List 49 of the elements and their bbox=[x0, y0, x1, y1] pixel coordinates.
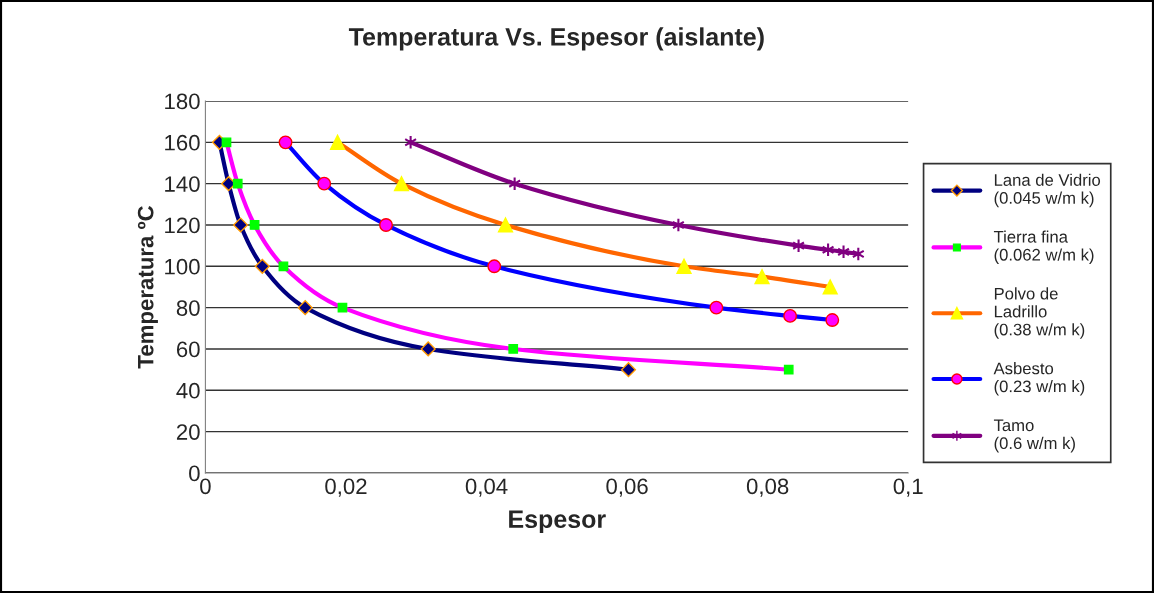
point bbox=[232, 178, 243, 189]
y-tick-label: 100 bbox=[165, 258, 200, 275]
point bbox=[620, 362, 637, 378]
legend-label: Asbesto (0.23 w/m k) bbox=[993, 362, 1085, 396]
legend-label: Polvo de Ladrillo (0.38 w/m k) bbox=[994, 287, 1085, 339]
y-tick-label: 140 bbox=[165, 176, 200, 192]
point bbox=[221, 137, 232, 148]
y-tick-label: 180 bbox=[165, 93, 200, 110]
x-axis-title: Espesor bbox=[509, 510, 606, 533]
point bbox=[393, 176, 410, 192]
point bbox=[676, 258, 692, 274]
chart-title: Temperatura Vs. Espesor (aislante) bbox=[348, 27, 764, 51]
point bbox=[337, 302, 348, 313]
point bbox=[329, 134, 346, 150]
point bbox=[249, 220, 260, 230]
point bbox=[278, 135, 293, 150]
point bbox=[317, 176, 332, 191]
y-tick-label: 40 bbox=[176, 382, 200, 399]
point bbox=[508, 344, 519, 354]
x-tick-label: 0 bbox=[200, 478, 211, 495]
x-tick-label: 0,04 bbox=[465, 478, 508, 497]
point bbox=[709, 300, 724, 315]
y-tick-label: 80 bbox=[176, 300, 200, 316]
point bbox=[297, 300, 313, 316]
y-tick-label: 20 bbox=[176, 424, 200, 440]
point bbox=[278, 261, 289, 272]
y-axis-title: Temperatura ºC bbox=[137, 205, 158, 369]
point bbox=[822, 279, 838, 295]
point bbox=[232, 217, 249, 233]
point bbox=[487, 259, 502, 274]
legend-label: Tamo (0.6 w/m k) bbox=[993, 419, 1075, 453]
point bbox=[783, 364, 794, 375]
y-tick-label: 120 bbox=[165, 217, 200, 234]
y-tick-label: 0 bbox=[189, 465, 200, 482]
point bbox=[825, 313, 840, 327]
point bbox=[754, 269, 770, 285]
x-tick-label: 0,06 bbox=[606, 478, 648, 497]
x-tick-label: 0,08 bbox=[746, 478, 789, 497]
point bbox=[379, 218, 393, 232]
point bbox=[497, 217, 514, 233]
point bbox=[783, 308, 798, 323]
legend-label: Tierra fina (0.062 w/m k) bbox=[993, 230, 1094, 264]
y-tick-label: 60 bbox=[176, 341, 200, 358]
x-tick-label: 0,02 bbox=[325, 478, 367, 497]
y-tick-label: 160 bbox=[165, 134, 200, 151]
legend-label: Lana de Vidrio (0.045 w/m k) bbox=[994, 173, 1101, 208]
point bbox=[420, 341, 436, 357]
point bbox=[254, 258, 270, 274]
x-tick-label: 0,1 bbox=[893, 478, 923, 497]
